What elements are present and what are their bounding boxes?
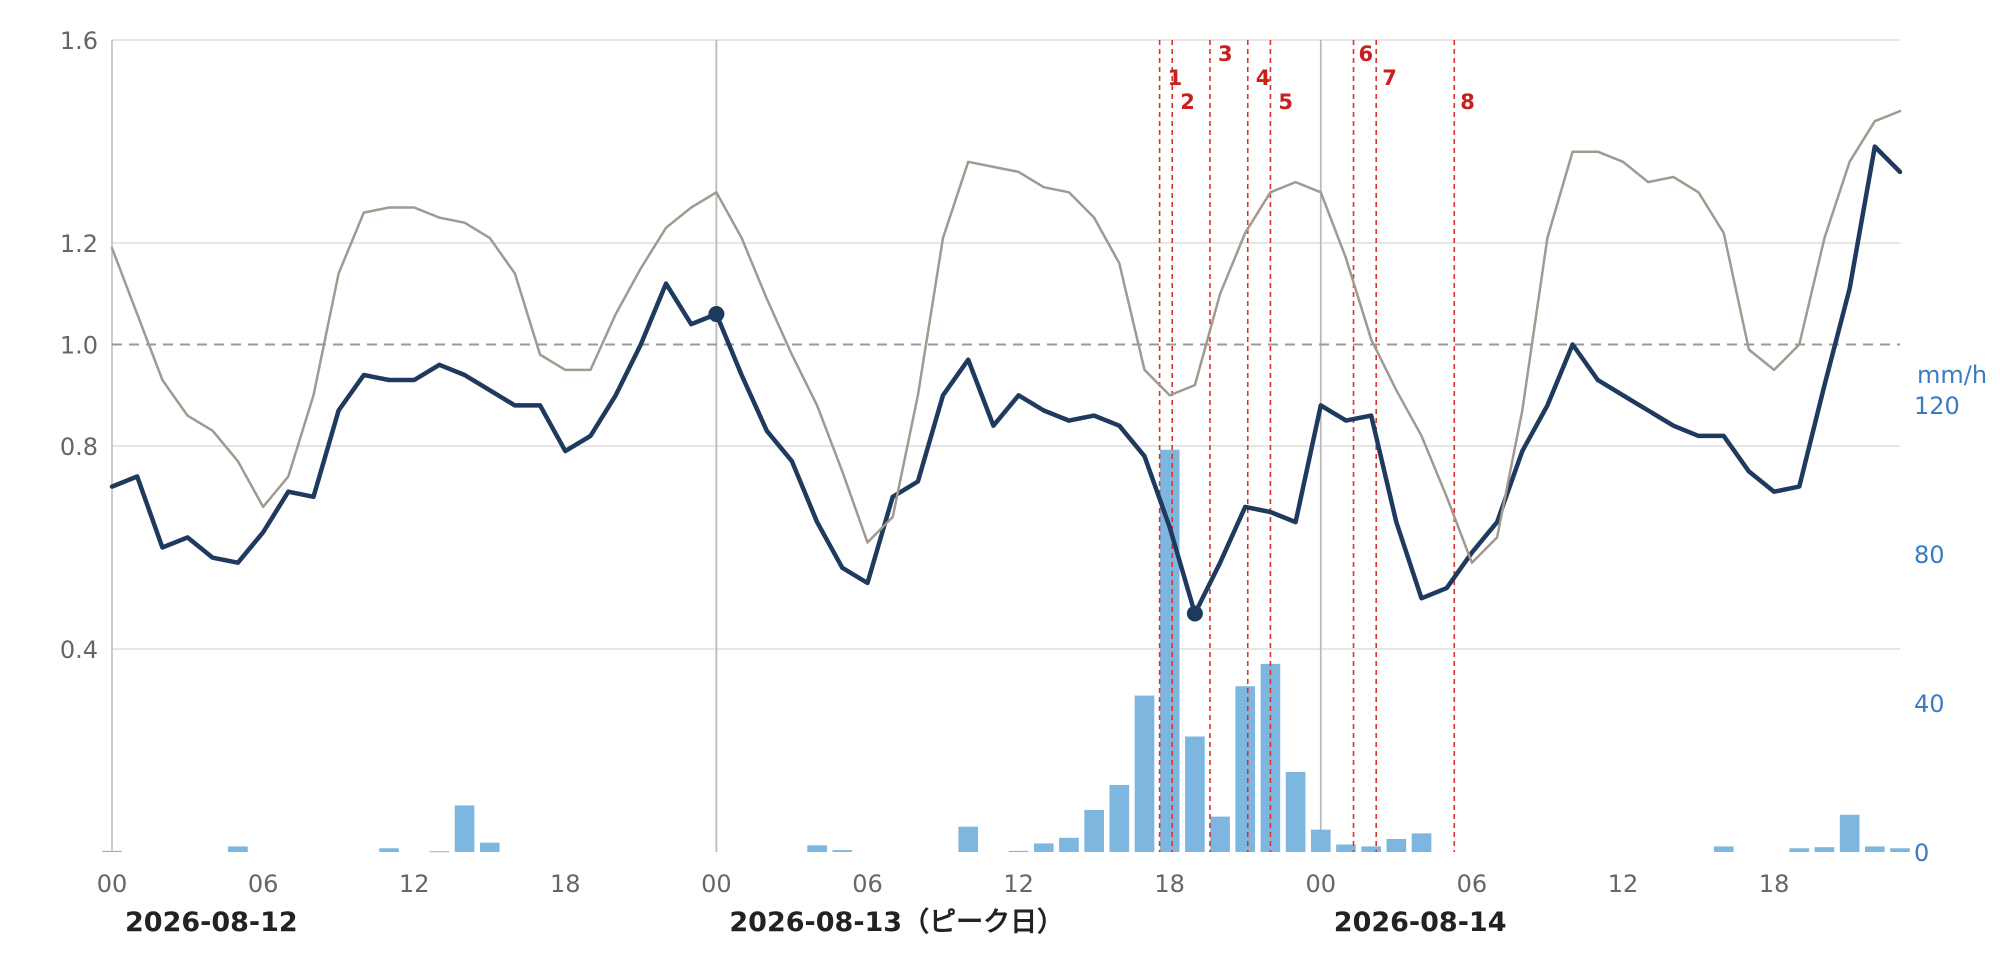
y-tick-label: 1.0 xyxy=(60,332,98,360)
rain-bar xyxy=(1235,686,1256,852)
x-tick-label: 00 xyxy=(701,870,732,898)
y2-tick-label: 120 xyxy=(1914,392,1960,420)
rain-bar xyxy=(1210,816,1230,852)
x-tick-label: 06 xyxy=(852,870,883,898)
rain-bar xyxy=(479,842,500,852)
y-tick-label: 1.2 xyxy=(60,230,98,258)
y-tick-label: 1.6 xyxy=(60,27,98,55)
event-marker-label-7: 7 xyxy=(1382,66,1397,90)
x-tick-label: 18 xyxy=(1759,870,1790,898)
x-tick-label: 12 xyxy=(1608,870,1639,898)
rain-bar xyxy=(1134,695,1155,852)
rain-bar xyxy=(379,848,399,852)
y2-tick-label: 0 xyxy=(1914,839,1929,867)
x-tick-label: 12 xyxy=(399,870,430,898)
y2-tick-label: 80 xyxy=(1914,541,1945,569)
event-marker-label-8: 8 xyxy=(1460,90,1475,114)
rain-bar xyxy=(1084,809,1104,852)
event-marker-label-2: 2 xyxy=(1180,90,1195,114)
rain-bar xyxy=(1839,814,1860,852)
rain-bar xyxy=(1285,771,1306,852)
x-tick-label: 06 xyxy=(1457,870,1488,898)
rain-bar xyxy=(1310,829,1331,852)
series-marker-point xyxy=(1186,605,1203,622)
series-marker-point xyxy=(708,306,725,323)
event-marker-label-6: 6 xyxy=(1359,42,1374,66)
rain-bar xyxy=(958,826,979,852)
y2-tick-label: 40 xyxy=(1914,690,1945,718)
rain-bar xyxy=(1033,843,1054,852)
y2-unit-label: mm/h xyxy=(1917,361,1987,389)
rain-bar xyxy=(1008,850,1029,852)
rain-bar xyxy=(1864,846,1885,852)
x-tick-label: 00 xyxy=(1306,870,1337,898)
rain-bar xyxy=(807,845,827,852)
rain-bar xyxy=(1260,663,1281,852)
rain-bar xyxy=(1185,736,1205,852)
rain-bar xyxy=(1789,848,1810,852)
y-tick-label: 0.4 xyxy=(60,636,98,664)
rain-bar xyxy=(1386,838,1407,852)
event-marker-label-1: 1 xyxy=(1168,66,1183,90)
y-tick-label: 0.8 xyxy=(60,433,98,461)
rain-bar xyxy=(429,851,450,853)
x-tick-label: 06 xyxy=(248,870,279,898)
rain-bar xyxy=(1890,848,1910,852)
rain-bar xyxy=(1109,784,1130,852)
rain-bar xyxy=(228,846,248,852)
rain-bar xyxy=(1059,837,1079,852)
rain-bar xyxy=(832,850,853,852)
event-marker-label-4: 4 xyxy=(1256,66,1271,90)
date-label: 2026-08-12 xyxy=(125,907,298,938)
date-label: 2026-08-13（ピーク日） xyxy=(729,907,1064,938)
rain-bar xyxy=(1411,833,1432,852)
rain-bar xyxy=(454,805,475,852)
x-tick-label: 00 xyxy=(97,870,128,898)
rain-bar xyxy=(1361,846,1381,852)
secondary-series-line xyxy=(110,109,1902,564)
x-tick-label: 18 xyxy=(1154,870,1185,898)
x-tick-label: 12 xyxy=(1003,870,1034,898)
rain-bar xyxy=(1814,847,1835,852)
rain-bar xyxy=(1713,846,1734,852)
x-tick-label: 18 xyxy=(550,870,581,898)
rain-bar xyxy=(102,850,122,852)
event-marker-label-3: 3 xyxy=(1218,42,1233,66)
event-marker-label-5: 5 xyxy=(1278,90,1293,114)
rain-bar xyxy=(1336,844,1356,852)
date-label: 2026-08-14 xyxy=(1334,907,1507,938)
primary-series-line xyxy=(109,144,1903,616)
